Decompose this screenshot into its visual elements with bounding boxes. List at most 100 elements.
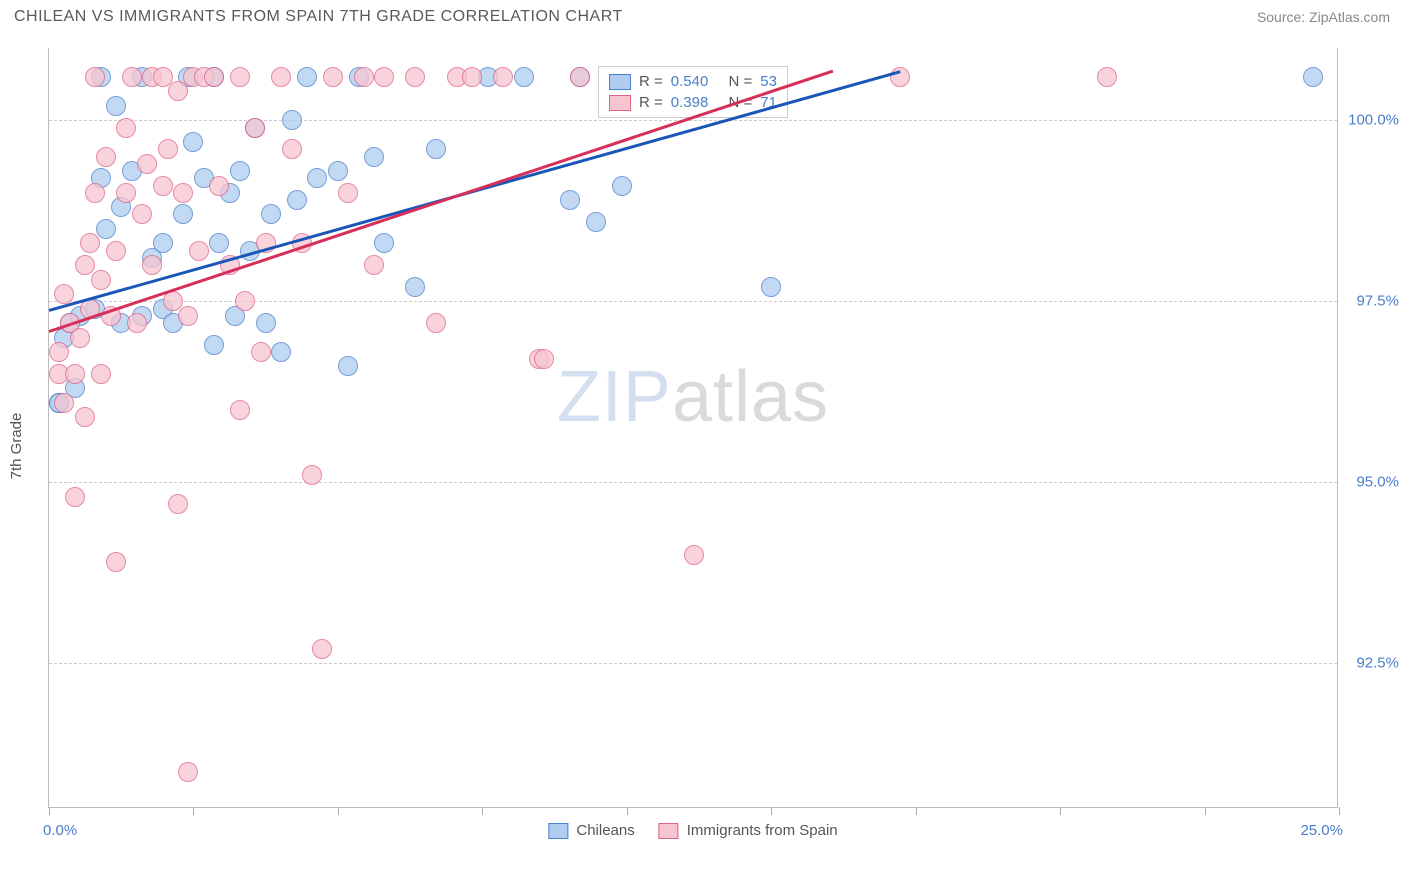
data-point: [374, 67, 394, 87]
data-point: [54, 393, 74, 413]
data-point: [256, 313, 276, 333]
x-tick: [771, 807, 772, 815]
data-point: [1097, 67, 1117, 87]
data-point: [261, 204, 281, 224]
data-point: [328, 161, 348, 181]
data-point: [127, 313, 147, 333]
data-point: [168, 81, 188, 101]
legend-swatch-1: [609, 74, 631, 90]
data-point: [183, 132, 203, 152]
data-point: [106, 96, 126, 116]
data-point: [153, 176, 173, 196]
data-point: [204, 67, 224, 87]
x-tick: [49, 807, 50, 815]
y-tick-label: 97.5%: [1356, 293, 1399, 310]
data-point: [137, 154, 157, 174]
data-point: [106, 552, 126, 572]
data-point: [302, 465, 322, 485]
data-point: [75, 407, 95, 427]
legend-item-2: Immigrants from Spain: [659, 822, 838, 839]
data-point: [230, 400, 250, 420]
scatter-chart: ZIPatlas R = 0.540 N = 53 R = 0.398 N = …: [48, 48, 1338, 808]
data-point: [312, 639, 332, 659]
y-tick-label: 95.0%: [1356, 474, 1399, 491]
data-point: [338, 356, 358, 376]
data-point: [426, 313, 446, 333]
legend-item-1: Chileans: [548, 822, 634, 839]
legend-swatch-icon: [659, 823, 679, 839]
chart-header: CHILEAN VS IMMIGRANTS FROM SPAIN 7TH GRA…: [0, 0, 1406, 30]
data-point: [158, 139, 178, 159]
data-point: [173, 204, 193, 224]
x-tick: [1205, 807, 1206, 815]
trend-line: [49, 70, 834, 333]
data-point: [307, 168, 327, 188]
data-point: [178, 306, 198, 326]
data-point: [354, 67, 374, 87]
data-point: [65, 364, 85, 384]
data-point: [1303, 67, 1323, 87]
data-point: [204, 335, 224, 355]
data-point: [80, 233, 100, 253]
data-point: [54, 284, 74, 304]
data-point: [106, 241, 126, 261]
data-point: [235, 291, 255, 311]
data-point: [173, 183, 193, 203]
gridline: [49, 482, 1337, 483]
data-point: [116, 118, 136, 138]
x-tick: [338, 807, 339, 815]
data-point: [251, 342, 271, 362]
data-point: [230, 67, 250, 87]
legend-row-series-1: R = 0.540 N = 53: [609, 71, 777, 92]
y-tick-label: 92.5%: [1356, 655, 1399, 672]
data-point: [178, 762, 198, 782]
gridline: [49, 120, 1337, 121]
data-point: [142, 255, 162, 275]
x-tick: [193, 807, 194, 815]
watermark: ZIPatlas: [557, 356, 829, 438]
x-tick: [916, 807, 917, 815]
y-axis-label: 7th Grade: [8, 413, 25, 480]
data-point: [405, 277, 425, 297]
data-point: [153, 233, 173, 253]
data-point: [70, 328, 90, 348]
data-point: [570, 67, 590, 87]
data-point: [85, 183, 105, 203]
data-point: [282, 110, 302, 130]
data-point: [374, 233, 394, 253]
data-point: [462, 67, 482, 87]
data-point: [91, 364, 111, 384]
chart-title: CHILEAN VS IMMIGRANTS FROM SPAIN 7TH GRA…: [14, 8, 623, 26]
x-axis-min-label: 0.0%: [43, 822, 77, 839]
x-tick: [1060, 807, 1061, 815]
y-tick-label: 100.0%: [1348, 112, 1399, 129]
data-point: [338, 183, 358, 203]
data-point: [116, 183, 136, 203]
data-point: [65, 487, 85, 507]
series-legend: Chileans Immigrants from Spain: [548, 822, 837, 839]
x-tick: [482, 807, 483, 815]
data-point: [586, 212, 606, 232]
data-point: [96, 147, 116, 167]
data-point: [405, 67, 425, 87]
x-axis-max-label: 25.0%: [1300, 822, 1343, 839]
data-point: [91, 270, 111, 290]
data-point: [560, 190, 580, 210]
data-point: [493, 67, 513, 87]
x-tick: [627, 807, 628, 815]
data-point: [364, 255, 384, 275]
data-point: [271, 342, 291, 362]
x-tick: [1339, 807, 1340, 815]
data-point: [534, 349, 554, 369]
data-point: [282, 139, 302, 159]
data-point: [364, 147, 384, 167]
data-point: [230, 161, 250, 181]
data-point: [189, 241, 209, 261]
data-point: [426, 139, 446, 159]
legend-swatch-2: [609, 95, 631, 111]
source-attribution: Source: ZipAtlas.com: [1257, 9, 1390, 25]
data-point: [96, 219, 116, 239]
data-point: [890, 67, 910, 87]
data-point: [85, 67, 105, 87]
data-point: [514, 67, 534, 87]
